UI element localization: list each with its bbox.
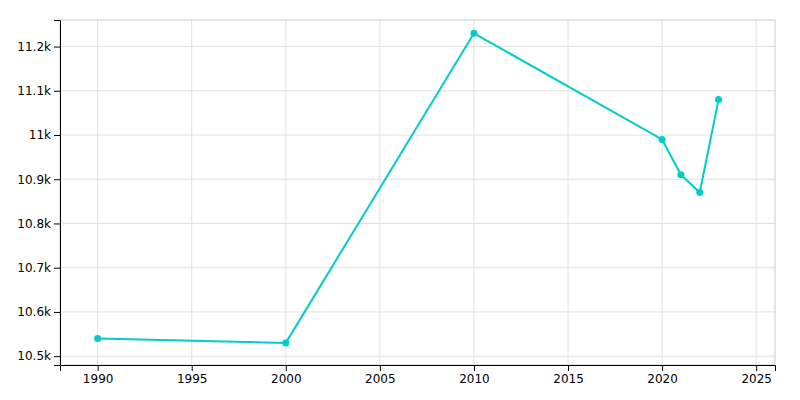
x-grid-line bbox=[97, 20, 98, 365]
plot-frame bbox=[60, 20, 775, 365]
x-tick-group: 1990 bbox=[83, 365, 114, 386]
point bbox=[659, 136, 666, 143]
x-grid-line bbox=[285, 20, 286, 365]
y-grid-line bbox=[60, 223, 775, 224]
x-tick-group: 2025 bbox=[741, 365, 772, 386]
x-tick bbox=[286, 365, 287, 371]
y-tick-group: 11.1k bbox=[17, 84, 60, 98]
y-tick bbox=[54, 268, 60, 269]
series bbox=[94, 30, 722, 347]
point bbox=[696, 189, 703, 196]
x-tick-group: 2005 bbox=[365, 365, 396, 386]
x-tick-group: 2020 bbox=[647, 365, 678, 386]
y-grid-line bbox=[60, 135, 775, 136]
x-grid-line bbox=[379, 20, 380, 365]
y-tick bbox=[54, 356, 60, 357]
x-tick-label: 2005 bbox=[365, 372, 396, 386]
x-tick-group: 2000 bbox=[271, 365, 302, 386]
y-tick-label: 11k bbox=[29, 128, 51, 142]
x-tick bbox=[474, 365, 475, 371]
y-tick-label: 11.1k bbox=[17, 84, 51, 98]
point bbox=[282, 339, 289, 346]
x-tick-label: 2020 bbox=[647, 372, 678, 386]
y-tick-label: 10.5k bbox=[17, 349, 51, 363]
y-tick bbox=[54, 47, 60, 48]
x-tick bbox=[380, 365, 381, 371]
y-tick-group: 11k bbox=[29, 128, 60, 142]
x-tick-label: 2000 bbox=[271, 372, 302, 386]
x-tick bbox=[192, 365, 193, 371]
x-tick bbox=[98, 365, 99, 371]
x-tick bbox=[662, 365, 663, 371]
y-tick-group: 11.2k bbox=[17, 40, 60, 54]
x-grid-line bbox=[662, 20, 663, 365]
x-grid-line bbox=[756, 20, 757, 365]
y-axis: 10.5k 10.6k 10.7k 10.8k 10.9k 11k 11.1k 11.2k bbox=[17, 21, 60, 366]
x-axis-line bbox=[61, 366, 776, 372]
y-tick bbox=[54, 179, 60, 180]
y-tick bbox=[54, 135, 60, 136]
plot: 1990199520002005201020152020202510.5k10.… bbox=[17, 20, 775, 386]
y-grid-line bbox=[60, 311, 775, 312]
grid bbox=[60, 20, 775, 365]
y-tick-label: 10.6k bbox=[17, 305, 51, 319]
y-tick-label: 10.9k bbox=[17, 173, 51, 187]
y-grid-line bbox=[60, 179, 775, 180]
chart: 1990199520002005201020152020202510.5k10.… bbox=[0, 0, 800, 400]
y-tick bbox=[54, 223, 60, 224]
y-tick bbox=[54, 312, 60, 313]
x-tick bbox=[756, 365, 757, 371]
point bbox=[715, 96, 722, 103]
point bbox=[94, 335, 101, 342]
y-tick-label: 10.7k bbox=[17, 261, 51, 275]
x-tick bbox=[568, 365, 569, 371]
x-tick-group: 1995 bbox=[177, 365, 208, 386]
y-grid-line bbox=[60, 356, 775, 357]
x-tick-label: 1995 bbox=[177, 372, 208, 386]
x-grid-line bbox=[568, 20, 569, 365]
y-tick-label: 11.2k bbox=[17, 40, 51, 54]
x-tick-label: 2025 bbox=[741, 372, 772, 386]
y-tick-group: 10.5k bbox=[17, 349, 60, 363]
y-grid-line bbox=[60, 267, 775, 268]
point bbox=[470, 30, 477, 37]
x-grid-line bbox=[473, 20, 474, 365]
y-tick-group: 10.6k bbox=[17, 305, 60, 319]
x-tick-group: 2015 bbox=[553, 365, 584, 386]
x-tick-group: 2010 bbox=[459, 365, 490, 386]
y-tick-group: 10.7k bbox=[17, 261, 60, 275]
x-tick-label: 2015 bbox=[553, 372, 584, 386]
x-axis: 1990 1995 2000 2005 2010 2015 2020 2025 bbox=[61, 365, 776, 386]
point bbox=[677, 171, 684, 178]
y-grid-line bbox=[60, 90, 775, 91]
x-grid-line bbox=[191, 20, 192, 365]
x-tick-label: 1990 bbox=[83, 372, 114, 386]
y-grid-line bbox=[60, 46, 775, 47]
line bbox=[98, 33, 719, 343]
y-tick-group: 10.8k bbox=[17, 217, 60, 231]
x-tick-label: 2010 bbox=[459, 372, 490, 386]
y-tick-label: 10.8k bbox=[17, 217, 51, 231]
y-axis-line bbox=[54, 21, 61, 366]
y-tick-group: 10.9k bbox=[17, 173, 60, 187]
y-tick bbox=[54, 91, 60, 92]
